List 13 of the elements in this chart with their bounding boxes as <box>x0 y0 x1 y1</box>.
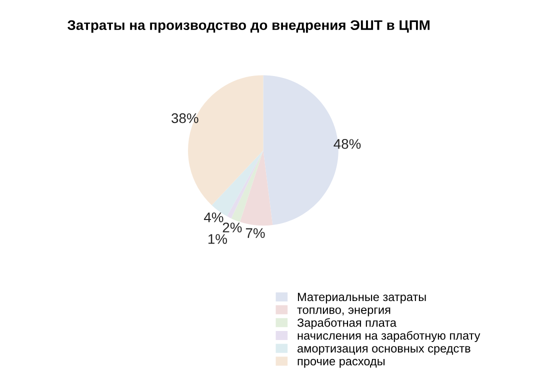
legend-label: Заработная плата <box>297 318 396 330</box>
data-label: 7% <box>246 228 265 238</box>
legend-label: Материальные затраты <box>298 292 426 304</box>
legend-label: топливо, энергия <box>297 308 390 316</box>
legend-label: начисления на заработную плату <box>298 330 480 342</box>
chart-title: Затраты на производство до внедрения ЭШТ в ЦПМ <box>68 20 430 33</box>
data-label: 2% <box>222 222 242 232</box>
legend-label: прочие расходы <box>298 358 385 368</box>
data-label: 4% <box>204 212 224 222</box>
legend-label: амортизация основных средств <box>298 346 470 355</box>
data-label: 48% <box>334 139 361 149</box>
data-label: 38% <box>172 113 198 124</box>
data-label: 1% <box>208 234 227 244</box>
